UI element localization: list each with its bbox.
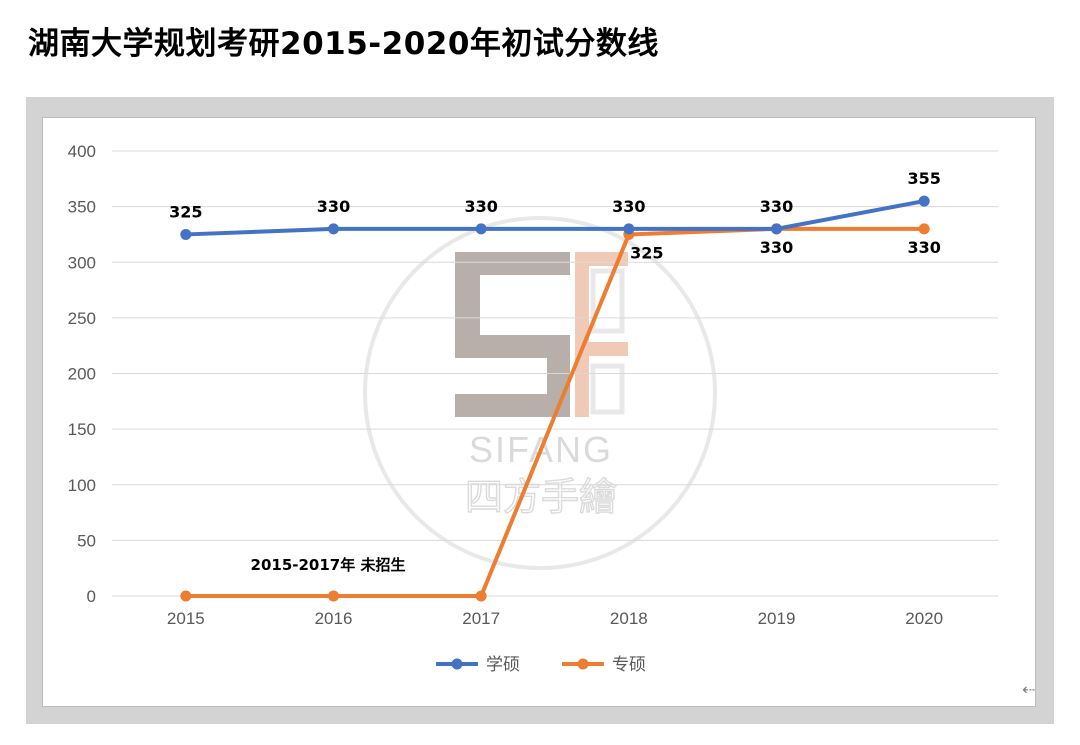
x-axis-tick-labels: 2015 2016 2017 2018 2019 2020 xyxy=(167,609,943,628)
data-label-学硕-2016: 330 xyxy=(317,197,350,216)
data-label-学硕-2015: 325 xyxy=(169,202,202,221)
y-tick-label-150: 150 xyxy=(68,420,96,439)
series-lines xyxy=(185,199,925,598)
legend-label-学硕: 学硕 xyxy=(486,655,520,675)
chart-legend: 学硕 专硕 xyxy=(436,655,646,675)
x-tick-label-2019: 2019 xyxy=(758,609,796,628)
page-title: 湖南大学规划考研2015-2020年初试分数线 xyxy=(28,26,659,62)
data-label-学硕-2017: 330 xyxy=(464,197,497,216)
point-学硕-2020 xyxy=(918,195,930,207)
point-专硕-2015 xyxy=(180,590,192,602)
data-label-专硕-2018: 325 xyxy=(630,243,663,262)
point-专硕-2017 xyxy=(475,590,487,602)
y-axis-tick-labels: 0 50 100 150 200 250 300 350 400 xyxy=(68,142,96,606)
x-tick-label-2015: 2015 xyxy=(167,609,205,628)
resize-arrow-icon: ⇠ xyxy=(1022,680,1036,699)
point-学硕-2018 xyxy=(623,223,635,235)
watermark-logo: SIFANG 四方手繪 xyxy=(363,216,717,570)
data-label-学硕-2018: 330 xyxy=(612,197,645,216)
y-tick-label-50: 50 xyxy=(77,531,96,550)
legend-label-专硕: 专硕 xyxy=(612,655,646,675)
x-tick-label-2017: 2017 xyxy=(462,609,500,628)
watermark-brand-cn: 四方手繪 xyxy=(465,475,617,519)
series-line-学硕 xyxy=(185,199,925,237)
data-label-学硕-2019: 330 xyxy=(760,197,793,216)
x-tick-label-2018: 2018 xyxy=(610,609,648,628)
y-tick-label-200: 200 xyxy=(68,365,96,384)
y-tick-label-350: 350 xyxy=(68,198,96,217)
data-labels: 325 330 330 330 330 355 325 330 330 xyxy=(169,169,941,262)
x-tick-label-2020: 2020 xyxy=(905,609,943,628)
y-tick-label-300: 300 xyxy=(68,253,96,272)
x-tick-label-2016: 2016 xyxy=(315,609,353,628)
data-label-专硕-2019: 330 xyxy=(760,238,793,257)
legend-marker-专硕 xyxy=(577,658,589,670)
series-line-专硕 xyxy=(185,226,925,598)
y-tick-label-250: 250 xyxy=(68,309,96,328)
legend-marker-学硕 xyxy=(451,658,463,670)
point-学硕-2016 xyxy=(328,223,339,235)
data-label-学硕-2020: 355 xyxy=(907,169,940,188)
no-enrollment-annotation: 2015-2017年 未招生 xyxy=(251,556,406,574)
y-tick-label-0: 0 xyxy=(87,587,96,606)
y-tick-label-100: 100 xyxy=(68,476,96,495)
point-学硕-2017 xyxy=(475,223,487,235)
y-tick-label-400: 400 xyxy=(68,142,96,161)
point-专硕-2016 xyxy=(328,590,339,602)
point-学硕-2019 xyxy=(771,223,782,235)
data-label-专硕-2020: 330 xyxy=(907,238,940,257)
point-专硕-2020 xyxy=(918,223,930,235)
series-points xyxy=(180,195,930,602)
point-学硕-2015 xyxy=(180,228,192,240)
